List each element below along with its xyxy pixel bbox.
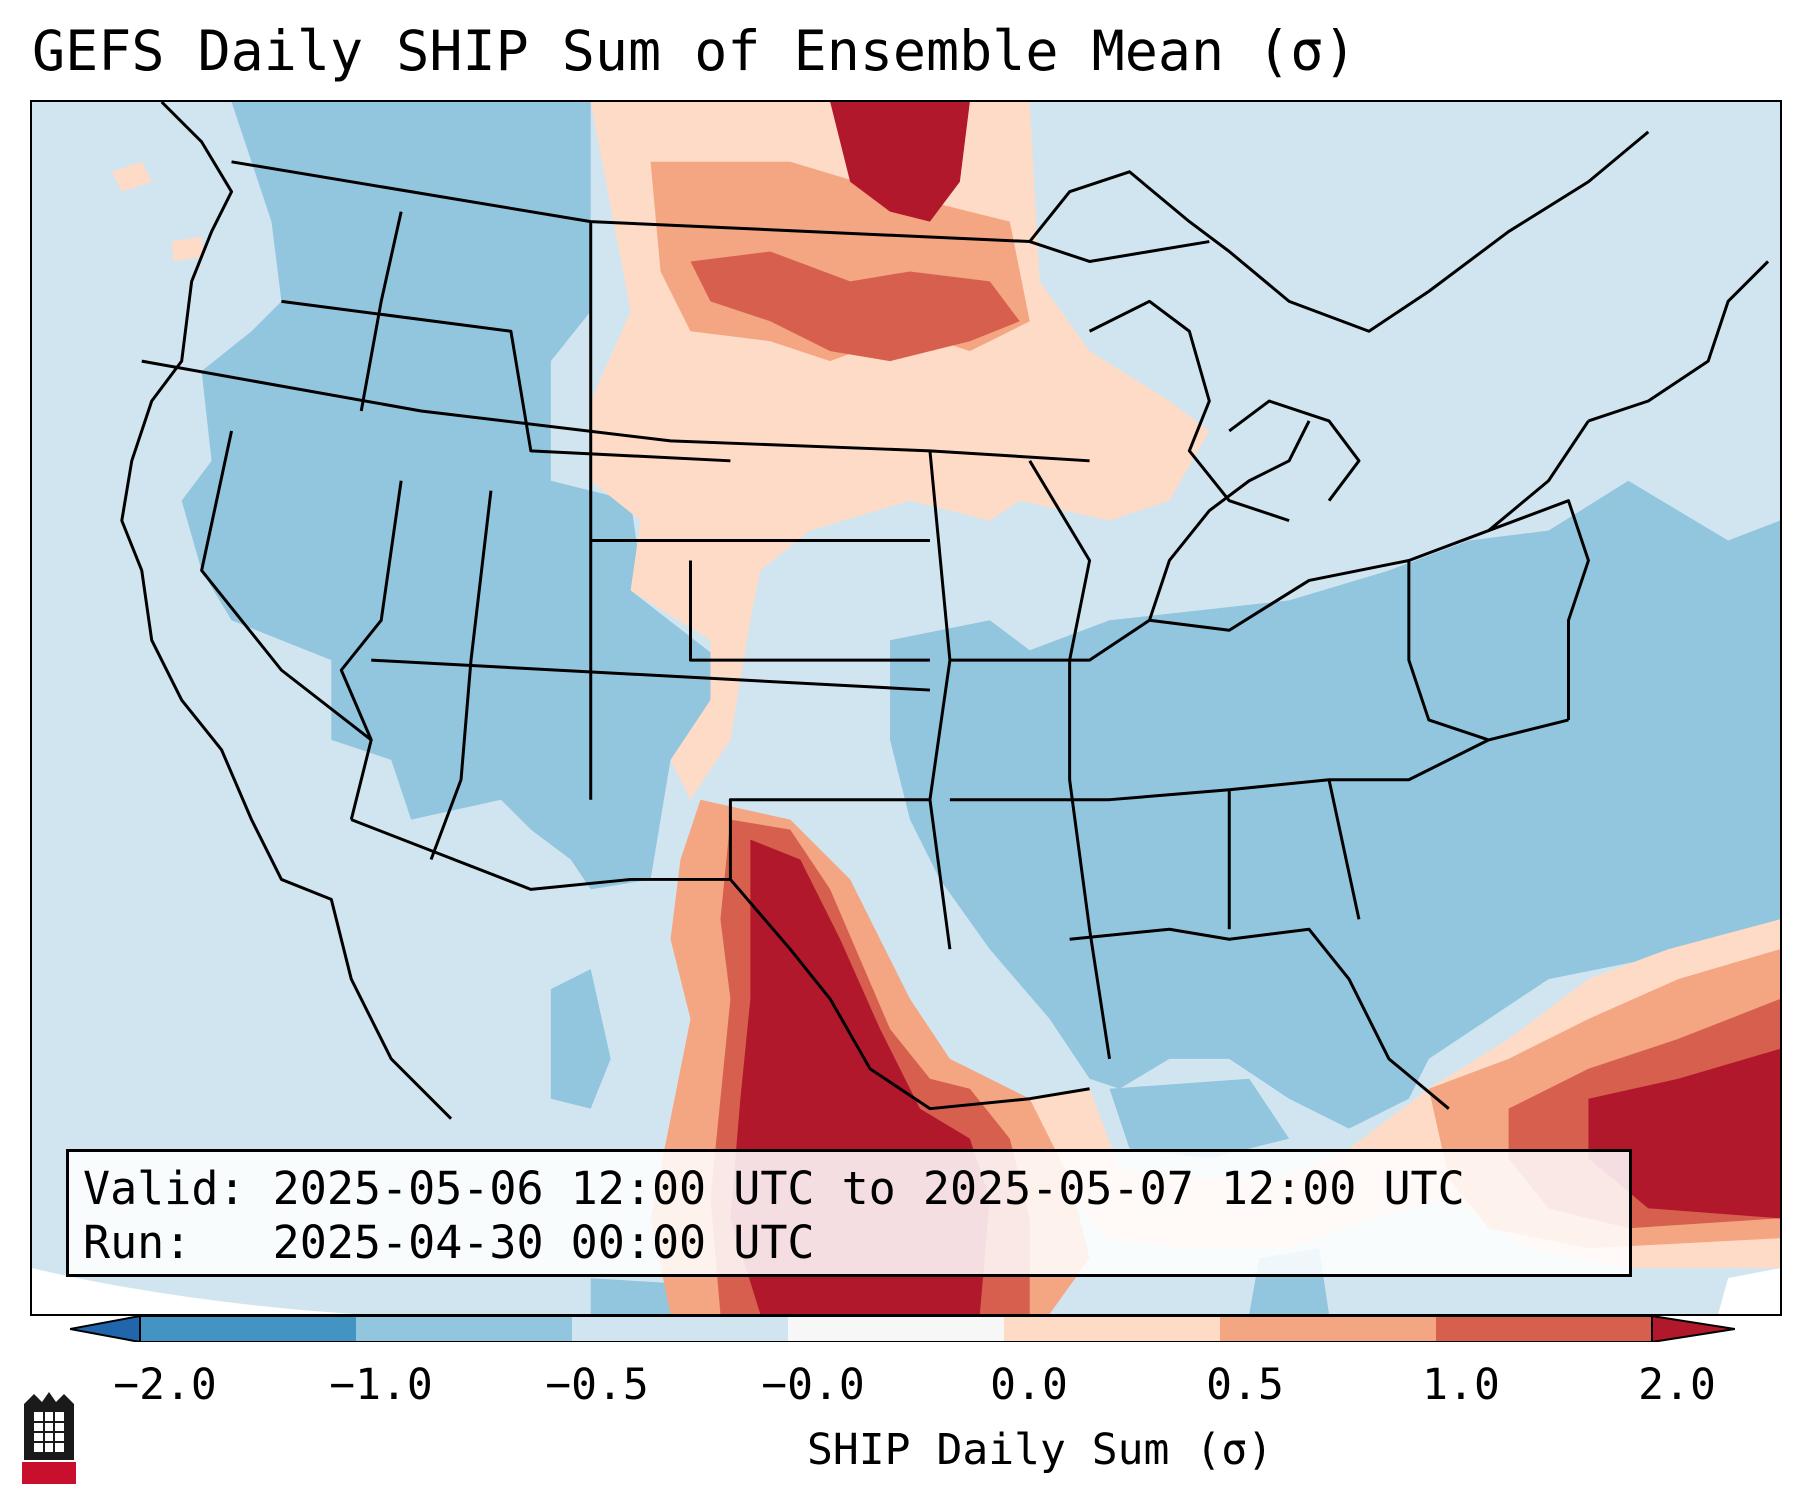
colorbar-label: SHIP Daily Sum (σ) [807,1425,1273,1475]
projection-edge-left [32,1268,751,1314]
colorbar-tick-label: −1.0 [329,1360,433,1410]
chart-title: GEFS Daily SHIP Sum of Ensemble Mean (σ) [32,19,1357,83]
colorbar-bin-6 [1220,1316,1436,1342]
map-svg [32,102,1780,1314]
map-panel [30,100,1782,1316]
niu-logo-icon [22,1392,76,1484]
borders-and-coastlines [120,102,1770,1120]
valid-run-info-box: Valid: 2025-05-06 12:00 UTC to 2025-05-0… [66,1149,1632,1277]
colorbar-tick-label: 0.5 [1206,1360,1284,1410]
colorbar-bin-2 [356,1316,572,1342]
run-label: Run: [83,1216,192,1269]
run-value: 2025-04-30 00:00 UTC [272,1216,815,1269]
colorbar-tick-label: 0.0 [990,1360,1068,1410]
colorbar-bin-3 [572,1316,788,1342]
colorbar-tick-label: 1.0 [1422,1360,1500,1410]
valid-label: Valid: [83,1162,246,1215]
colorbar-tick-label: −0.0 [761,1360,865,1410]
colorbar-extend-high [1651,1316,1735,1342]
colorbar-tick-label: −0.5 [545,1360,649,1410]
colorbar-bin-4 [788,1316,1004,1342]
valid-value: 2025-05-06 12:00 UTC to 2025-05-07 12:00… [272,1162,1465,1215]
colorbar-extend-low [70,1316,141,1342]
colorbar-bin-1 [140,1316,356,1342]
colorbar-outline [139,1316,1653,1342]
projection-edge-right [1718,1268,1780,1314]
colorbar [70,1316,1735,1342]
colorbar-bin-7 [1436,1316,1652,1342]
colorbar-bin-5 [1004,1316,1220,1342]
colorbar-tick-label: −2.0 [113,1360,217,1410]
colorbar-tick-label: 2.0 [1638,1360,1716,1410]
